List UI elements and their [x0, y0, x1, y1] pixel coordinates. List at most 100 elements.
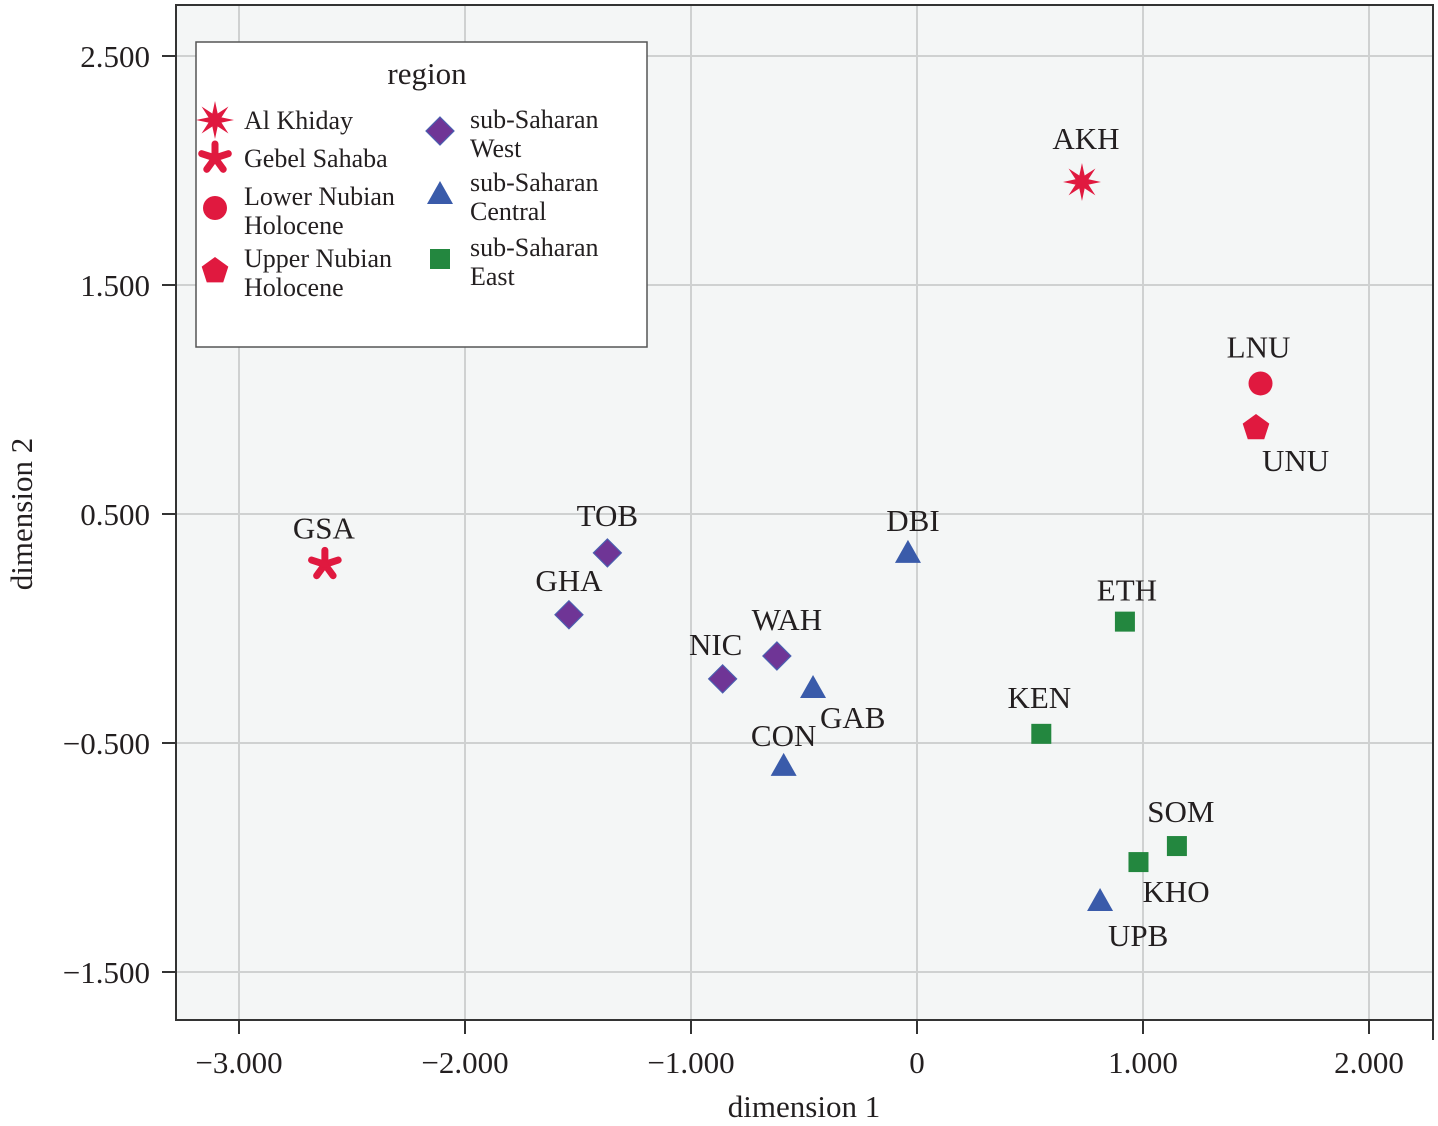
circle-marker: [1248, 371, 1273, 396]
triangle-marker: [1087, 888, 1114, 912]
point-label: UNU: [1262, 443, 1329, 478]
data-point-gab: GAB: [800, 675, 885, 735]
legend-entry-al-khiday: Al Khiday: [196, 101, 353, 139]
data-point-gsa: GSA: [293, 510, 356, 580]
x-axis-title: dimension 1: [728, 1089, 880, 1124]
triangle-icon: [427, 181, 453, 204]
square-marker: [1114, 611, 1135, 632]
legend-label: Lower Nubian: [244, 182, 395, 211]
diamond-marker: [554, 599, 584, 630]
legend-entry-gebel-sahaba: Gebel Sahaba: [198, 140, 388, 173]
point-label: WAH: [752, 602, 823, 637]
x-tick-label: −3.000: [195, 1045, 282, 1080]
data-point-gha: GHA: [535, 563, 603, 630]
data-point-wah: WAH: [752, 602, 823, 671]
y-axis-ticks: −1.500 −0.500 0.500 1.500 2.500: [63, 39, 176, 990]
square-marker: [1128, 852, 1149, 873]
diamond-icon: [425, 116, 455, 146]
square-icon: [430, 249, 450, 269]
data-point-ken: KEN: [1007, 680, 1071, 744]
point-label: KEN: [1007, 680, 1071, 715]
data-point-upb: UPB: [1087, 888, 1168, 953]
data-point-con: CON: [751, 718, 816, 776]
legend: region Al Khiday Gebel Sahaba Lower Nubian…: [195, 41, 648, 348]
star8-icon: [196, 101, 234, 139]
point-label: ETH: [1097, 573, 1157, 608]
x-axis-ticks: −3.000 −2.000 −1.000 0 1.000 2.000: [195, 1020, 1404, 1080]
data-point-eth: ETH: [1097, 573, 1157, 632]
point-label: NIC: [689, 627, 742, 662]
legend-box: [195, 41, 648, 348]
x-tick-label: −2.000: [421, 1045, 508, 1080]
data-point-som: SOM: [1147, 794, 1215, 857]
gridlines: [176, 5, 1433, 1020]
legend-label: sub-Saharan: [470, 233, 599, 262]
x-tick-label: 0: [909, 1045, 925, 1080]
point-label: CON: [751, 718, 816, 753]
legend-label: Gebel Sahaba: [244, 144, 388, 173]
axes: [175, 4, 1434, 1040]
legend-label: West: [470, 134, 522, 163]
legend-label: Upper Nubian: [244, 244, 392, 273]
point-label: TOB: [577, 498, 638, 533]
y-tick-label: 0.500: [80, 497, 150, 532]
triangle-marker: [894, 539, 921, 563]
legend-label: Central: [470, 197, 547, 226]
legend-label: East: [470, 262, 516, 291]
asterisk-icon-arm: [198, 150, 219, 162]
point-label: GHA: [535, 563, 603, 598]
star8-marker: [1062, 162, 1101, 201]
x-tick-label: −1.000: [647, 1045, 734, 1080]
square-marker: [1166, 836, 1187, 857]
legend-label: Holocene: [244, 211, 344, 240]
circle-icon: [203, 196, 227, 220]
data-point-kho: KHO: [1128, 852, 1210, 909]
data-point-dbi: DBI: [886, 503, 940, 563]
asterisk-marker: [308, 546, 342, 580]
pentagon-marker: [1242, 413, 1270, 440]
triangle-marker: [770, 752, 797, 776]
legend-label: sub-Saharan: [470, 168, 599, 197]
y-tick-label: −1.500: [63, 955, 150, 990]
asterisk-marker-arm: [308, 556, 329, 568]
pentagon-icon: [201, 257, 229, 283]
point-label: GAB: [820, 700, 885, 735]
square-marker: [1031, 723, 1052, 744]
point-label: UPB: [1108, 918, 1168, 953]
legend-label: Holocene: [244, 273, 344, 302]
data-point-akh: AKH: [1052, 121, 1120, 201]
data-point-unu: UNU: [1242, 413, 1329, 478]
plot-frame: [175, 4, 1434, 1021]
y-tick-label: 2.500: [80, 39, 150, 74]
data-point-lnu: LNU: [1227, 329, 1291, 396]
point-label: DBI: [886, 503, 939, 538]
point-label: AKH: [1052, 121, 1119, 156]
triangle-marker: [800, 675, 827, 699]
legend-label: sub-Saharan: [470, 105, 599, 134]
diamond-marker: [762, 641, 792, 671]
y-axis-title: dimension 2: [4, 438, 39, 590]
point-label: LNU: [1227, 329, 1291, 364]
x-tick-label: 2.000: [1334, 1045, 1404, 1080]
asterisk-icon: [198, 140, 232, 173]
y-tick-label: 1.500: [80, 268, 150, 303]
point-label: SOM: [1147, 794, 1214, 829]
data-point-nic: NIC: [689, 627, 742, 694]
point-label: GSA: [293, 510, 356, 545]
data-point-tob: TOB: [577, 498, 638, 568]
diamond-marker: [707, 664, 738, 694]
point-label: KHO: [1142, 874, 1209, 909]
legend-title: region: [387, 56, 467, 91]
legend-label: Al Khiday: [244, 106, 353, 135]
y-tick-label: −0.500: [63, 726, 150, 761]
x-tick-label: 1.000: [1108, 1045, 1178, 1080]
diamond-marker: [592, 538, 623, 568]
